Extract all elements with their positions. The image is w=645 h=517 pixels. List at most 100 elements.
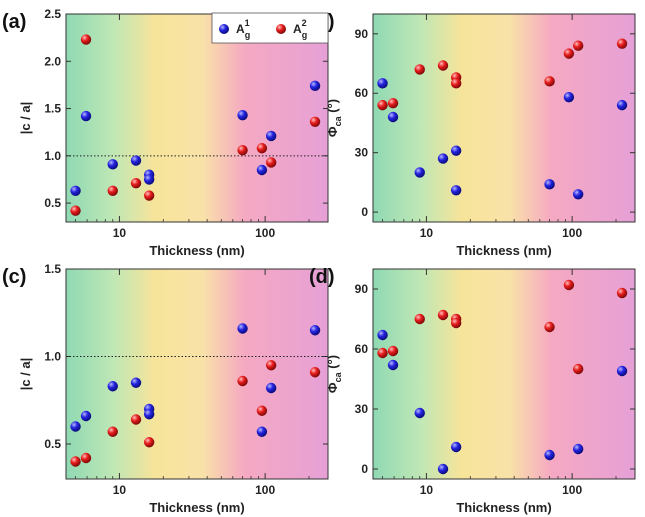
data-point-s1 [377, 78, 388, 89]
data-point-s2 [80, 34, 92, 45]
data-point-s2 [107, 426, 118, 437]
panel-label: (a) [2, 11, 26, 33]
y-tick-label: 1.5 [44, 102, 61, 116]
chart-panel-1: 0.5 1.0 1.5 2.0 2.5 10 100 Thickness (nm) |c / a… [2, 7, 329, 258]
data-point-s2 [256, 143, 268, 154]
data-point-s2 [107, 185, 118, 196]
data-point-s1 [616, 99, 628, 111]
data-point-s1 [572, 189, 584, 200]
data-point-s2 [256, 405, 268, 416]
y-tick-label: 0 [361, 205, 368, 219]
y-axis-title: |c / a| [18, 358, 33, 391]
data-point-s2 [563, 48, 575, 59]
x-axis-title: Thickness (nm) [456, 500, 551, 515]
data-point-s2 [414, 64, 425, 75]
data-point-s2 [130, 414, 142, 425]
data-point-s2 [616, 287, 628, 299]
plot-background [373, 14, 635, 222]
y-tick-label: 60 [355, 342, 369, 356]
data-point-s1 [70, 421, 81, 432]
chart-panel-4: 0 30 60 90 10 100 Thickness (nm) Φca (°) (d) [309, 266, 636, 515]
data-point-s2 [80, 452, 92, 464]
y-tick-label: 1.0 [44, 149, 61, 163]
data-point-s2 [450, 78, 462, 89]
data-point-s1 [414, 167, 425, 178]
data-point-s2 [309, 116, 321, 127]
y-tick-label: 30 [355, 402, 369, 416]
data-point-s1 [544, 449, 555, 461]
data-point-s1 [265, 130, 277, 142]
data-point-s1 [70, 185, 81, 196]
data-point-s2 [237, 144, 248, 156]
data-point-s1 [256, 426, 268, 437]
data-point-s2 [572, 363, 584, 375]
data-point-s2 [563, 279, 575, 291]
data-point-s1 [143, 174, 155, 185]
data-point-s2 [377, 99, 388, 111]
data-point-s1 [143, 409, 155, 420]
y-tick-label: 1.0 [44, 350, 61, 364]
x-axis-title: Thickness (nm) [456, 243, 551, 258]
plot-background [373, 269, 635, 479]
data-point-s1 [450, 185, 462, 196]
plot-frame [372, 268, 636, 480]
data-point-s1 [256, 164, 268, 176]
data-point-s2 [130, 178, 142, 189]
y-tick-label: 90 [355, 282, 369, 296]
data-point-s2 [616, 38, 628, 49]
y-tick-label: 0 [361, 462, 368, 476]
data-point-s2 [414, 313, 425, 325]
data-point-s1 [130, 377, 142, 388]
y-tick-label: 2.0 [44, 54, 61, 68]
panel-label: (d) [309, 266, 335, 288]
legend: A1 g A2 g [211, 12, 329, 44]
data-point-s2 [437, 309, 449, 321]
x-tick-label: 100 [562, 226, 582, 240]
x-tick-label: 10 [420, 483, 434, 497]
data-point-s2 [265, 360, 277, 371]
data-point-s1 [387, 359, 399, 371]
y-tick-label: 30 [355, 146, 369, 160]
data-point-s2 [544, 321, 555, 333]
y-axis-title: Φca (°) [325, 99, 343, 137]
data-point-s2 [143, 437, 155, 448]
data-point-s1 [414, 407, 425, 419]
y-tick-label: 0.5 [44, 437, 61, 451]
data-point-s1 [563, 92, 575, 103]
data-point-s1 [309, 80, 321, 92]
y-tick-label: 0.5 [44, 196, 61, 210]
data-point-s2 [143, 190, 155, 201]
data-point-s2 [387, 97, 399, 109]
data-point-s2 [237, 375, 248, 387]
data-point-s2 [572, 40, 584, 51]
data-point-s1 [80, 110, 92, 122]
data-point-s1 [107, 381, 118, 392]
data-point-s1 [544, 179, 555, 190]
x-tick-label: 10 [113, 226, 127, 240]
plot-background [66, 269, 328, 479]
x-tick-label: 10 [113, 483, 127, 497]
data-point-s1 [450, 145, 462, 156]
chart-panel-3: 0.5 1.0 1.5 10 100 Thickness (nm) |c / a| (c) [2, 262, 329, 515]
y-tick-label: 60 [355, 86, 369, 100]
y-tick-label: 2.5 [44, 7, 61, 21]
legend-label-a2: A2 g [293, 18, 307, 40]
x-tick-label: 100 [255, 226, 275, 240]
y-tick-label: 90 [355, 27, 369, 41]
legend-marker-a1 [219, 24, 229, 34]
y-axis-title: Φca (°) [325, 355, 343, 393]
data-point-s1 [130, 155, 142, 166]
data-point-s2 [70, 205, 81, 216]
data-point-s1 [237, 109, 248, 121]
data-point-s2 [544, 76, 555, 87]
data-point-s2 [309, 367, 321, 378]
data-point-s1 [450, 441, 462, 453]
y-axis-title: |c / a| [18, 102, 33, 135]
data-point-s2 [70, 456, 81, 467]
legend-marker-a2 [276, 24, 286, 34]
data-point-s1 [572, 443, 584, 455]
plot-frame [372, 13, 636, 223]
